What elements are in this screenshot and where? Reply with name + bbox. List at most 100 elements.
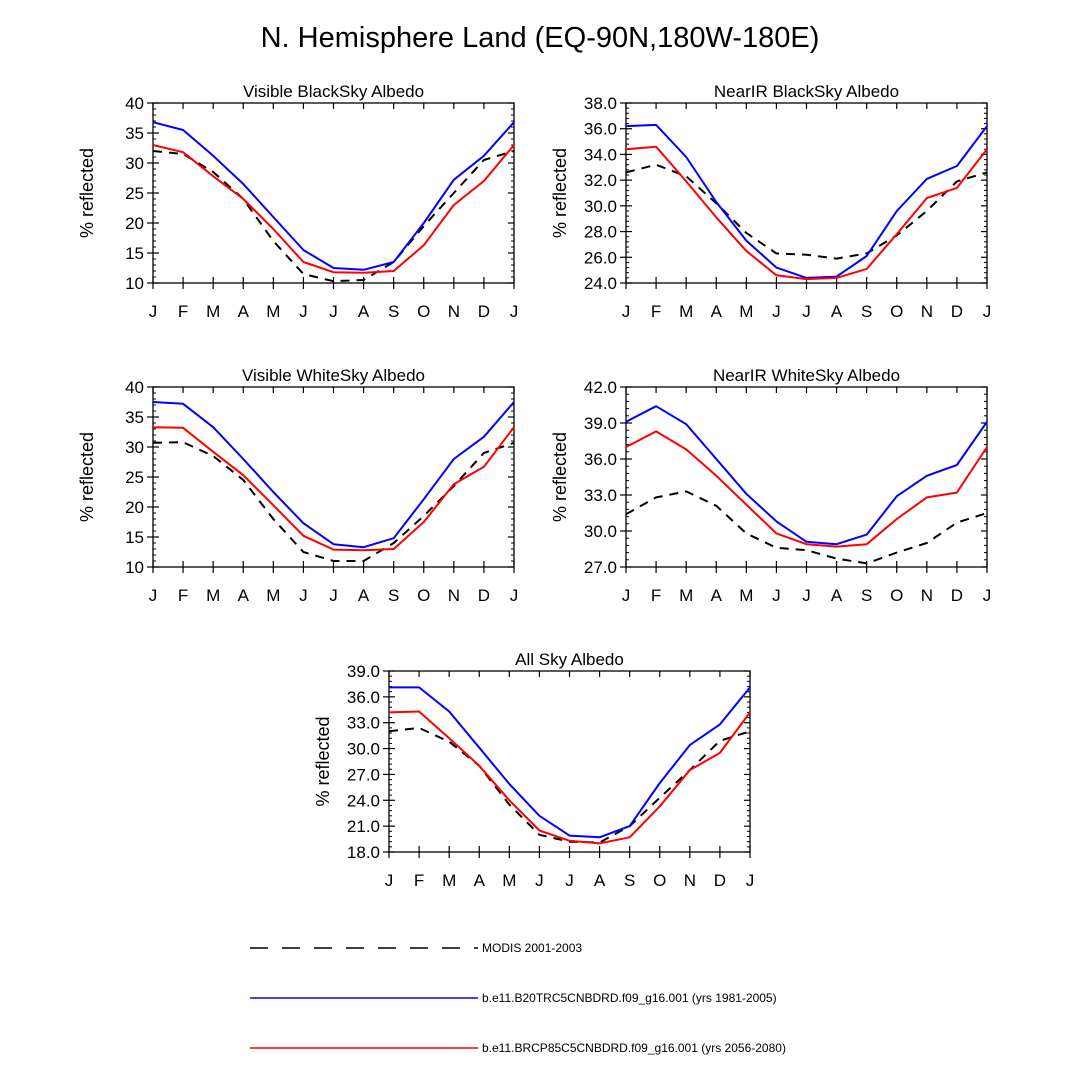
x-tick-label: N bbox=[921, 586, 933, 605]
y-tick-label: 42.0 bbox=[584, 378, 617, 397]
y-tick-label: 25 bbox=[125, 184, 144, 203]
rcp85-line bbox=[625, 430, 988, 548]
x-tick-label: N bbox=[448, 586, 460, 605]
x-tick-label: S bbox=[388, 302, 399, 321]
b20tr-line bbox=[152, 121, 515, 271]
x-tick-label: F bbox=[651, 586, 661, 605]
rcp85-line bbox=[388, 710, 751, 845]
x-tick-label: J bbox=[565, 871, 574, 890]
y-tick-label: 40 bbox=[125, 378, 144, 397]
panels-group: Visible BlackSky Albedo % reflected 10 15 20… bbox=[77, 82, 991, 890]
y-tick-label: 40 bbox=[125, 94, 144, 113]
x-tick-label: A bbox=[238, 586, 250, 605]
x-tick-label: O bbox=[653, 871, 666, 890]
y-tick-label: 20 bbox=[125, 498, 144, 517]
x-tick-label: O bbox=[890, 586, 903, 605]
x-tick-label: J bbox=[802, 302, 811, 321]
y-tick-label: 27.0 bbox=[347, 765, 380, 784]
plot-frame bbox=[625, 102, 988, 284]
x-tick-label: D bbox=[951, 586, 963, 605]
figure-title: N. Hemisphere Land (EQ-90N,180W-180E) bbox=[260, 22, 820, 54]
y-tick-label: 28.0 bbox=[584, 223, 617, 242]
panel-all-sky-albedo: All Sky Albedo % reflected 18.0 21.0 24.0 27.… bbox=[313, 650, 754, 890]
rcp85-line bbox=[625, 145, 988, 281]
panel-title: All Sky Albedo bbox=[515, 650, 624, 669]
x-tick-label: J bbox=[299, 586, 308, 605]
y-tick-label: 39.0 bbox=[347, 662, 380, 681]
b20tr-line bbox=[625, 405, 988, 546]
legend: MODIS 2001-2003 b.e11.B20TRC5CNBDRD.f09_g… bbox=[250, 941, 786, 1055]
y-axis-label: % reflected bbox=[77, 432, 97, 522]
rcp85-line bbox=[152, 144, 515, 274]
x-tick-label: S bbox=[624, 871, 635, 890]
legend-label: b.e11.BRCP85C5CNBDRD.f09_g16.001 (yrs 20… bbox=[482, 1041, 786, 1055]
x-tick-label: J bbox=[535, 871, 544, 890]
x-tick-label: O bbox=[417, 586, 430, 605]
x-tick-label: A bbox=[594, 871, 606, 890]
x-tick-label: F bbox=[178, 302, 188, 321]
plot-frame bbox=[388, 670, 751, 853]
y-tick-label: 36.0 bbox=[584, 120, 617, 139]
y-tick-label: 35 bbox=[125, 124, 144, 143]
modis-line bbox=[152, 441, 515, 562]
y-tick-label: 30.0 bbox=[347, 740, 380, 759]
x-tick-label: M bbox=[206, 302, 220, 321]
plot-frame bbox=[625, 386, 988, 568]
x-tick-label: S bbox=[388, 586, 399, 605]
x-tick-label: S bbox=[861, 586, 872, 605]
y-tick-label: 18.0 bbox=[347, 843, 380, 862]
panel-title: Visible WhiteSky Albedo bbox=[242, 366, 425, 385]
x-tick-label: J bbox=[385, 871, 394, 890]
x-tick-label: J bbox=[510, 586, 519, 605]
y-tick-label: 10 bbox=[125, 274, 144, 293]
y-tick-label: 32.0 bbox=[584, 171, 617, 190]
x-tick-label: M bbox=[679, 586, 693, 605]
b20tr-line bbox=[389, 686, 751, 839]
b20tr-line bbox=[152, 401, 515, 549]
x-tick-label: J bbox=[802, 586, 811, 605]
y-tick-label: 24.0 bbox=[347, 791, 380, 810]
x-tick-label: M bbox=[679, 302, 693, 321]
y-tick-label: 30.0 bbox=[584, 197, 617, 216]
y-tick-label: 39.0 bbox=[584, 414, 617, 433]
x-tick-label: S bbox=[861, 302, 872, 321]
x-tick-label: J bbox=[329, 586, 338, 605]
y-tick-label: 36.0 bbox=[584, 450, 617, 469]
plot-frame bbox=[152, 386, 515, 568]
x-tick-label: N bbox=[921, 302, 933, 321]
x-tick-label: J bbox=[772, 302, 781, 321]
x-tick-label: J bbox=[149, 586, 158, 605]
modis-line bbox=[625, 163, 988, 260]
x-tick-label: J bbox=[983, 586, 992, 605]
y-tick-label: 15 bbox=[125, 528, 144, 547]
panel-title: NearIR WhiteSky Albedo bbox=[713, 366, 900, 385]
x-tick-label: A bbox=[831, 586, 843, 605]
x-tick-label: J bbox=[746, 871, 755, 890]
rcp85-line bbox=[152, 426, 515, 552]
panel-visible-whitesky-albedo: Visible WhiteSky Albedo % reflected 10 15 20… bbox=[77, 366, 518, 605]
panel-title: NearIR BlackSky Albedo bbox=[714, 82, 899, 101]
modis-line bbox=[388, 726, 751, 844]
y-tick-label: 30 bbox=[125, 438, 144, 457]
x-tick-label: A bbox=[474, 871, 486, 890]
x-tick-label: N bbox=[684, 871, 696, 890]
x-tick-label: M bbox=[502, 871, 516, 890]
y-tick-label: 35 bbox=[125, 408, 144, 427]
y-tick-label: 26.0 bbox=[584, 248, 617, 267]
legend-label: MODIS 2001-2003 bbox=[482, 941, 582, 955]
x-tick-label: J bbox=[510, 302, 519, 321]
x-tick-label: J bbox=[983, 302, 992, 321]
x-tick-label: N bbox=[448, 302, 460, 321]
x-tick-label: M bbox=[739, 586, 753, 605]
x-tick-label: A bbox=[711, 302, 723, 321]
y-tick-label: 34.0 bbox=[584, 145, 617, 164]
y-tick-label: 30 bbox=[125, 154, 144, 173]
x-tick-label: F bbox=[178, 586, 188, 605]
x-tick-label: F bbox=[414, 871, 424, 890]
b20tr-line bbox=[625, 123, 988, 279]
y-axis-label: % reflected bbox=[550, 432, 570, 522]
x-tick-label: A bbox=[358, 302, 370, 321]
y-axis-label: % reflected bbox=[77, 148, 97, 238]
x-tick-label: J bbox=[622, 302, 631, 321]
